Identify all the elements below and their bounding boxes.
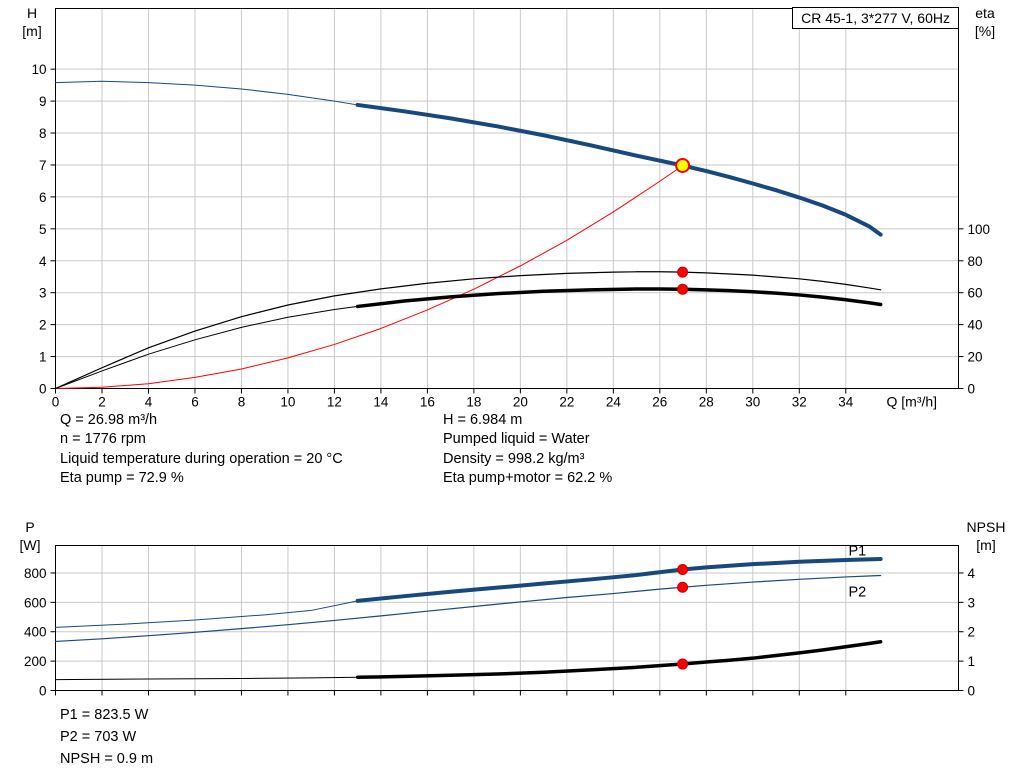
npsh-curve-extended — [55, 676, 359, 681]
x-tick-label: 12 — [327, 395, 342, 410]
y-right-tick-label: 40 — [968, 318, 983, 333]
y-left-tick-label: 6 — [39, 190, 47, 205]
p1-curve-label: P1 — [849, 543, 867, 559]
liquid-temperature-value: Liquid temperature during operation = 20… — [60, 450, 343, 467]
p1-value: P1 = 823.5 W — [60, 707, 149, 723]
x-tick-label: 18 — [466, 395, 481, 410]
y-right-tick-label: 0 — [968, 684, 976, 699]
pump-title: CR 45-1, 3*277 V, 60Hz — [801, 10, 950, 26]
y-right-tick-label: 60 — [968, 286, 983, 301]
y-left-tick-label: 600 — [24, 595, 47, 610]
y-left-tick-label: 0 — [39, 684, 47, 699]
y-left-tick-label: 2 — [39, 318, 47, 333]
duty-point — [675, 157, 691, 173]
p2-curve-label: P2 — [849, 584, 867, 600]
eta-pump-motor-value: Eta pump+motor = 62.2 % — [443, 469, 613, 486]
duty-data-left-column: Q = 26.98 m³/h n = 1776 rpm Liquid tempe… — [60, 411, 343, 488]
p-axis-label: P — [25, 519, 35, 535]
x-tick-label: 26 — [652, 395, 667, 410]
y-left-tick-label: 5 — [39, 222, 47, 237]
x-tick-label: 10 — [280, 395, 295, 410]
p-axis-title: P [W] — [10, 518, 50, 554]
x-tick-label: 34 — [838, 395, 854, 410]
x-tick-label: 32 — [792, 395, 807, 410]
x-tick-label: 6 — [191, 395, 199, 410]
head-value: H = 6.984 m — [443, 412, 523, 428]
y-right-tick-label: 3 — [968, 595, 976, 610]
y-left-tick-label: 1 — [39, 350, 47, 365]
qh-eta-chart-frame — [55, 8, 959, 389]
y-left-tick-label: 800 — [24, 566, 47, 581]
x-tick-label: 30 — [745, 395, 760, 410]
speed-value: n = 1776 rpm — [60, 431, 146, 448]
x-tick-label: 0 — [52, 395, 60, 410]
eta-pump-motor-point — [677, 283, 689, 295]
y-left-tick-label: 0 — [39, 382, 47, 397]
p1-point — [677, 564, 689, 576]
eta-pump-curve — [54, 271, 882, 390]
flow-value: Q = 26.98 m³/h — [60, 412, 158, 428]
h-axis-title: H [m] — [12, 4, 52, 40]
x-tick-label: 22 — [559, 395, 574, 410]
eta-pump-point — [677, 266, 689, 278]
y-right-tick-label: 0 — [968, 382, 976, 397]
p2-curve — [54, 574, 882, 643]
pumped-liquid-value: Pumped liquid = Water — [443, 431, 590, 448]
eta-axis-label: eta — [975, 5, 995, 21]
y-right-tick-label: 1 — [968, 654, 976, 669]
npsh-value: NPSH = 0.9 m — [60, 751, 154, 767]
npsh-axis-unit: [m] — [976, 537, 996, 553]
power-data-block: P1 = 823.5 W P2 = 703 W NPSH = 0.9 m — [60, 704, 153, 770]
p1-curve-extended — [55, 600, 359, 628]
y-left-tick-label: 3 — [39, 286, 47, 301]
p2-value: P2 = 703 W — [60, 729, 137, 745]
eta-axis-title: eta [%] — [962, 4, 1008, 40]
x-tick-label: 28 — [699, 395, 714, 410]
y-left-tick-label: 200 — [24, 654, 47, 669]
eta-pump-motor-curve — [355, 287, 883, 309]
y-left-tick-label: 8 — [39, 126, 47, 141]
y-left-tick-label: 400 — [24, 625, 47, 640]
eta-pump-motor-extended — [55, 305, 359, 389]
y-right-tick-label: 100 — [968, 222, 991, 237]
power-npsh-chart-frame — [55, 545, 959, 691]
y-left-tick-label: 4 — [39, 254, 47, 269]
x-tick-label: 24 — [606, 395, 622, 410]
y-right-tick-label: 80 — [968, 254, 983, 269]
h-axis-unit: [m] — [22, 23, 42, 39]
x-tick-label: 20 — [513, 395, 528, 410]
qh-curve — [355, 102, 883, 237]
y-left-tick-label: 9 — [39, 94, 47, 109]
y-left-tick-label: 7 — [39, 158, 47, 173]
density-value: Density = 998.2 kg/m³ — [443, 450, 585, 467]
pump-title-box: CR 45-1, 3*277 V, 60Hz — [792, 7, 959, 29]
qh-eta-chart: 0 2 4 6 8 10 12 14 16 18 20 22 24 26 28 30 32 34012345678… — [31, 8, 991, 410]
p2-point — [677, 581, 689, 593]
x-tick-label: 8 — [238, 395, 246, 410]
qh-curve-extended — [55, 80, 359, 106]
duty-data-right-column: H = 6.984 m Pumped liquid = Water Densit… — [443, 411, 612, 488]
npsh-curve — [355, 639, 883, 680]
y-right-tick-label: 20 — [968, 350, 983, 365]
p1-curve — [355, 557, 883, 603]
y-left-tick-label: 10 — [31, 62, 46, 77]
x-tick-label: 14 — [373, 395, 389, 410]
eta-pump-value: Eta pump = 72.9 % — [60, 469, 184, 486]
x-tick-label: 16 — [420, 395, 435, 410]
x-axis-label: Q [m³/h] — [887, 394, 938, 410]
system-curve — [55, 165, 684, 389]
y-right-tick-label: 4 — [968, 566, 976, 581]
y-right-tick-label: 2 — [968, 625, 976, 640]
power-npsh-chart: 0 200 400 600 800 0 1 2 3 4 P1 P2 — [24, 543, 976, 698]
npsh-axis-label: NPSH — [966, 519, 1006, 535]
eta-axis-unit: [%] — [974, 23, 996, 39]
npsh-point — [677, 658, 689, 670]
h-axis-label: H — [26, 5, 38, 21]
npsh-axis-title: NPSH [m] — [956, 518, 1016, 554]
x-tick-label: 2 — [98, 395, 106, 410]
p-axis-unit: [W] — [19, 537, 41, 553]
x-tick-label: 4 — [145, 395, 153, 410]
